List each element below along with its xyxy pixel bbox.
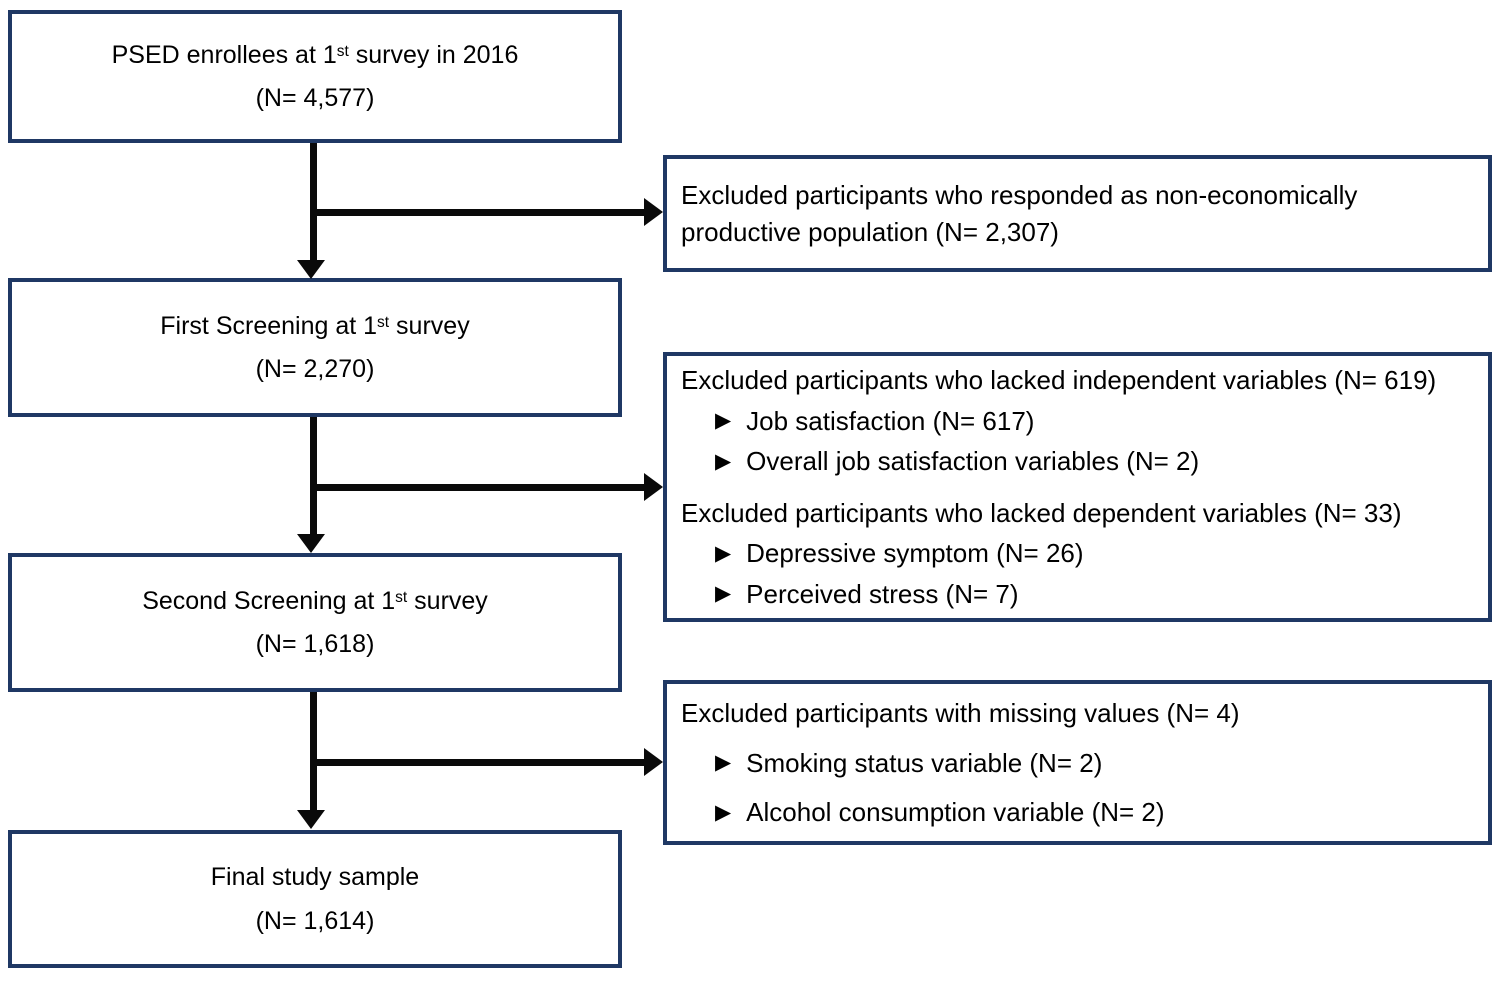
- ordinal-superscript: st: [377, 313, 390, 331]
- exclusion-item-label: Job satisfaction (N= 617): [746, 405, 1035, 436]
- box-title: PSED enrollees at 1st survey in 2016: [112, 39, 519, 72]
- branch-line-exclusion-1: [313, 209, 645, 216]
- exclusion-box-lacked-variables: Excluded participants who lacked indepen…: [663, 352, 1492, 622]
- box-title-suffix: survey in 2016: [348, 40, 519, 69]
- flow-box-enrollees: PSED enrollees at 1st survey in 2016 (N=…: [8, 10, 622, 143]
- triangle-bullet-icon: ▶: [715, 751, 732, 775]
- exclusion-item-label: Alcohol consumption variable (N= 2): [746, 796, 1165, 827]
- exclusion-header: Excluded participants with missing value…: [681, 697, 1240, 728]
- box-n-label: (N= 4,577): [255, 84, 375, 112]
- box-title-text: Second Screening at 1: [142, 586, 396, 615]
- flow-box-first-screening: First Screening at 1st survey (N= 2,270): [8, 278, 622, 417]
- arrowhead-right-icon: [644, 748, 663, 776]
- connector-line-enrollees-to-first: [310, 143, 317, 262]
- exclusion-item: ▶ Job satisfaction (N= 617): [715, 403, 1474, 439]
- box-title-suffix: survey: [389, 311, 470, 340]
- box-n-label: (N= 2,270): [255, 355, 375, 383]
- box-n-label: (N= 1,618): [255, 630, 375, 658]
- exclusion-item-label: Depressive symptom (N= 26): [746, 538, 1084, 569]
- arrowhead-right-icon: [644, 473, 663, 501]
- box-title-text: First Screening at 1: [160, 311, 378, 340]
- exclusion-box-missing-values: Excluded participants with missing value…: [663, 680, 1492, 845]
- exclusion-box-non-economically-productive: Excluded participants who responded as n…: [663, 155, 1492, 272]
- triangle-bullet-icon: ▶: [715, 409, 732, 433]
- arrowhead-down-icon: [297, 260, 325, 279]
- ordinal-superscript: st: [395, 588, 408, 606]
- exclusion-header: Excluded participants who responded as n…: [681, 179, 1358, 247]
- triangle-bullet-icon: ▶: [715, 582, 732, 606]
- exclusion-item: ▶ Overall job satisfaction variables (N=…: [715, 443, 1474, 479]
- triangle-bullet-icon: ▶: [715, 800, 732, 824]
- exclusion-item: ▶ Smoking status variable (N= 2): [715, 745, 1474, 781]
- triangle-bullet-icon: ▶: [715, 542, 732, 566]
- arrowhead-down-icon: [297, 534, 325, 553]
- box-n-label: (N= 1,614): [255, 906, 375, 935]
- branch-line-exclusion-3: [313, 759, 645, 766]
- ordinal-superscript: st: [336, 42, 349, 60]
- arrowhead-down-icon: [297, 810, 325, 829]
- branch-line-exclusion-2: [313, 484, 645, 491]
- triangle-bullet-icon: ▶: [715, 449, 732, 473]
- connector-line-second-to-final: [310, 692, 317, 811]
- exclusion-item: ▶ Alcohol consumption variable (N= 2): [715, 794, 1474, 830]
- connector-line-first-to-second: [310, 417, 317, 535]
- box-title-text: Final study sample: [210, 863, 420, 891]
- flow-box-second-screening: Second Screening at 1st survey (N= 1,618…: [8, 553, 622, 692]
- exclusion-item-label: Perceived stress (N= 7): [746, 578, 1019, 609]
- box-title: Final study sample: [211, 861, 419, 894]
- exclusion-item-label: Smoking status variable (N= 2): [746, 747, 1103, 778]
- box-title: First Screening at 1st survey: [160, 310, 469, 343]
- arrowhead-right-icon: [644, 198, 663, 226]
- exclusion-item-label: Overall job satisfaction variables (N= 2…: [746, 446, 1200, 477]
- flow-box-final-sample: Final study sample (N= 1,614): [8, 830, 622, 968]
- exclusion-header: Excluded participants who lacked indepen…: [681, 364, 1437, 395]
- box-title-suffix: survey: [407, 586, 488, 615]
- exclusion-item: ▶ Perceived stress (N= 7): [715, 576, 1474, 612]
- box-title-text: PSED enrollees at 1: [111, 40, 337, 69]
- box-title: Second Screening at 1st survey: [142, 585, 488, 618]
- exclusion-header: Excluded participants who lacked depende…: [681, 497, 1402, 528]
- exclusion-item: ▶ Depressive symptom (N= 26): [715, 535, 1474, 571]
